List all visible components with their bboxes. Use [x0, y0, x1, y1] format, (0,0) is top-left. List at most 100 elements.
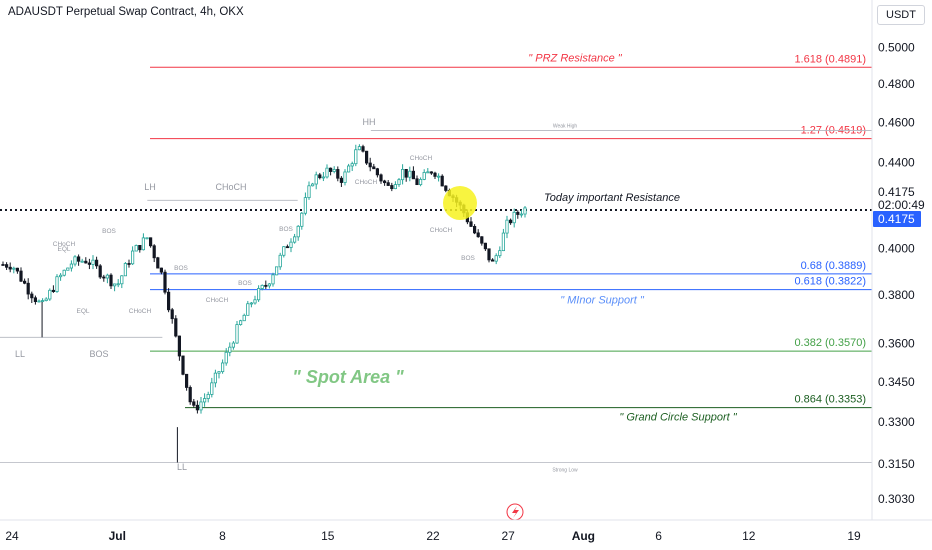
structure-label: CHoCH	[355, 179, 378, 186]
candle-up	[267, 283, 272, 287]
candle-down	[159, 267, 163, 273]
candle-up	[408, 170, 412, 178]
candle-up	[37, 300, 41, 303]
candle-up	[426, 171, 430, 174]
structure-label: BOS	[102, 228, 116, 235]
candle-up	[217, 371, 221, 374]
candle-up	[59, 274, 63, 278]
candle-down	[415, 178, 419, 186]
candle-up	[505, 219, 509, 234]
candle-up	[116, 283, 120, 286]
price-axis: 0.52000.50000.48000.46000.44000.40000.38…	[871, 0, 925, 520]
current-price-label: 0.4175	[878, 212, 915, 226]
symbol-title: ADAUSDT Perpetual Swap Contract, 4h, OKX	[8, 6, 244, 18]
candle-down	[192, 401, 196, 406]
prz-resistance-label: " PRZ Resistance "	[528, 52, 622, 64]
price-tick-label: 0.5000	[878, 40, 915, 54]
candle-up	[206, 394, 210, 399]
candle-up	[113, 283, 117, 287]
candle-up	[325, 167, 329, 178]
annotations: " PRZ Resistance " Today important Resist…	[15, 52, 738, 521]
strong-low-label: Strong Low	[552, 467, 578, 473]
candle-down	[285, 246, 290, 249]
candle-down	[127, 263, 131, 265]
structure-label: LL	[177, 462, 187, 472]
candle-up	[512, 211, 516, 224]
today-resistance-label: Today important Resistance	[544, 192, 680, 204]
candles	[1, 144, 527, 463]
candle-up	[436, 175, 441, 178]
candle-down	[490, 259, 495, 262]
candle-up	[307, 185, 311, 199]
candle-down	[336, 169, 340, 179]
highlight-circle	[443, 186, 477, 220]
candle-down	[361, 146, 365, 152]
candle-down	[476, 232, 480, 238]
countdown-label: 02:00:49	[878, 198, 925, 212]
candle-up	[224, 351, 228, 364]
candle-down	[22, 280, 27, 284]
candle-up	[210, 382, 214, 395]
price-tick-label: 0.3600	[878, 337, 915, 351]
candle-up	[48, 289, 52, 300]
candle-up	[310, 183, 315, 187]
fib-0864-line-label: 0.864 (0.3353)	[794, 394, 866, 406]
candle-down	[26, 282, 30, 295]
candle-down	[1, 264, 5, 266]
candle-down	[339, 177, 344, 183]
candle-up	[256, 288, 261, 301]
candle-down	[195, 404, 199, 411]
candle-up	[278, 254, 282, 268]
candle-up	[123, 263, 127, 277]
structure-label: BOS	[89, 349, 108, 359]
candle-up	[343, 171, 347, 183]
fib-levels: 1.618 (0.4891)1.27 (0.4519)0.68 (0.3889)…	[0, 53, 872, 463]
candle-up	[238, 320, 243, 325]
candle-up	[249, 302, 253, 305]
candle-up	[296, 225, 300, 238]
candle-up	[357, 146, 362, 151]
candle-up	[120, 275, 124, 285]
structure-label: CHoCH	[430, 227, 453, 234]
candle-down	[382, 180, 387, 184]
candle-up	[350, 163, 354, 167]
candle-down	[487, 248, 491, 261]
candle-up	[314, 174, 318, 185]
prz-resistance-line-label: 1.618 (0.4891)	[794, 53, 866, 65]
candle-down	[375, 168, 380, 176]
candle-up	[62, 269, 66, 276]
time-tick-label: Aug	[572, 529, 595, 543]
candle-up	[202, 398, 207, 403]
candle-up	[300, 212, 304, 227]
candle-up	[498, 250, 502, 257]
candle-up	[418, 178, 423, 186]
candle-down	[33, 297, 38, 303]
structure-label: LH	[144, 182, 156, 192]
candle-up	[231, 342, 235, 348]
time-tick-label: 6	[655, 529, 662, 543]
candle-up	[199, 401, 203, 411]
candle-up	[292, 236, 297, 243]
currency-button[interactable]: USDT	[877, 5, 925, 25]
candle-down	[372, 166, 376, 170]
price-tick-label: 0.3030	[878, 492, 915, 506]
candle-up	[105, 274, 109, 279]
candle-down	[181, 355, 185, 375]
price-tick-label: 0.3150	[878, 457, 915, 471]
candle-up	[253, 299, 257, 304]
candle-down	[264, 284, 268, 287]
price-tick-label: 0.4175	[878, 185, 915, 199]
candle-up	[354, 149, 358, 165]
candle-up	[271, 274, 275, 285]
candle-up	[260, 284, 264, 289]
price-tick-label: 0.3450	[878, 375, 915, 389]
time-tick-label: 12	[742, 529, 756, 543]
candle-down	[469, 221, 473, 227]
structure-label: EQL	[76, 308, 89, 315]
candle-down	[15, 267, 20, 272]
spot-area-label: " Spot Area "	[292, 367, 404, 387]
candle-down	[188, 387, 192, 403]
candle-down	[328, 167, 333, 172]
candle-up	[274, 266, 279, 276]
